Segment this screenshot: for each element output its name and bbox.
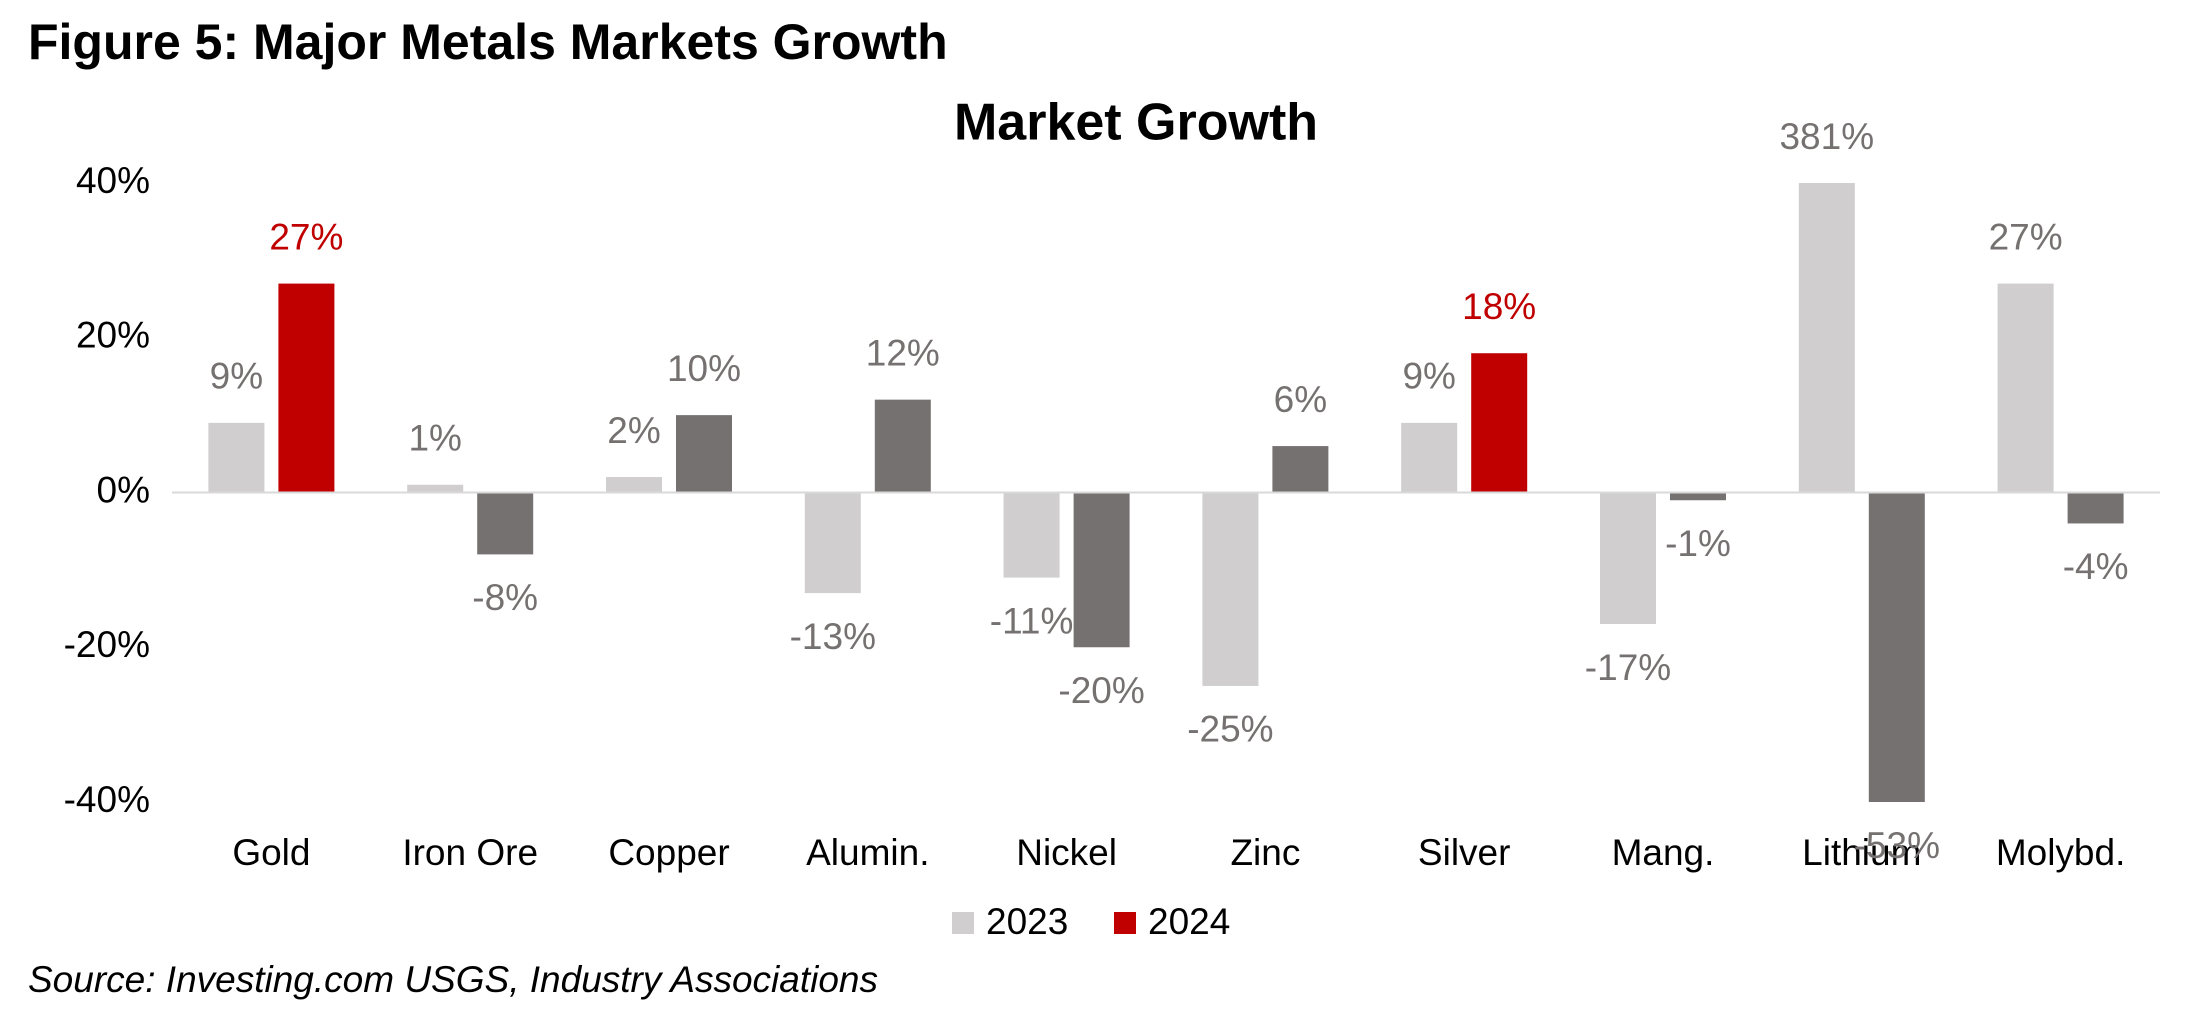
value-label: 9% [210,356,263,397]
value-label: -53% [1854,825,1940,866]
y-tick-label: 20% [76,315,150,356]
bar [1272,446,1329,493]
bar [1670,492,1726,501]
value-label: -1% [1665,523,1731,564]
bar [1868,492,1925,802]
value-label: 9% [1402,356,1455,397]
x-tick-label: Copper [608,832,729,873]
x-tick-label: Iron Ore [402,832,538,873]
bar [874,399,931,493]
x-tick-label: Silver [1418,832,1511,873]
x-tick-label: Zinc [1230,832,1300,873]
x-tick-label: Molybd. [1996,832,2126,873]
value-label: 18% [1462,286,1536,327]
x-tick-label: Mang. [1612,832,1715,873]
bar [804,492,861,594]
value-label: -20% [1058,670,1144,711]
legend-label: 2024 [1148,901,1230,942]
value-label: -17% [1585,647,1671,688]
bar [1798,183,1855,493]
x-tick-label: Lithium [1802,832,1921,873]
y-tick-label: -40% [64,779,150,820]
bar [1471,353,1528,493]
bar [676,415,732,493]
bar [1003,492,1060,578]
x-tick-label: Gold [232,832,310,873]
value-label: -25% [1187,709,1273,750]
bar [2067,492,2124,524]
y-tick-label: -20% [64,624,150,665]
plot-area [208,183,2124,802]
value-label: 381% [1779,116,1874,157]
bar [606,477,662,493]
y-tick-label: 40% [76,160,150,201]
value-label: 27% [1989,216,2063,257]
figure-title: Figure 5: Major Metals Markets Growth [28,14,948,70]
value-label: 6% [1274,379,1327,420]
legend-swatch [952,912,974,934]
value-label: 27% [269,216,343,257]
y-tick-label: 0% [97,469,150,510]
value-label: 2% [607,410,660,451]
bar [278,283,335,493]
bar [1401,422,1458,493]
value-label: 10% [667,348,741,389]
value-label: -8% [472,577,538,618]
bar [477,492,534,555]
bar [1202,492,1259,686]
legend-label: 2023 [986,901,1068,942]
source-note: Source: Investing.com USGS, Industry Ass… [28,959,878,1000]
x-tick-label: Alumin. [806,832,929,873]
bar [407,484,464,493]
value-label: -13% [790,616,876,657]
x-tick-label: Nickel [1016,832,1117,873]
bar [1073,492,1130,648]
value-label: 12% [866,332,940,373]
bar [1600,492,1656,625]
value-label: 1% [408,418,461,459]
bar [208,422,265,493]
legend-swatch [1114,912,1136,934]
value-label: -11% [990,600,1074,641]
chart-title: Market Growth [954,94,1318,152]
bar [1997,283,2054,493]
value-label: -4% [2063,546,2129,587]
